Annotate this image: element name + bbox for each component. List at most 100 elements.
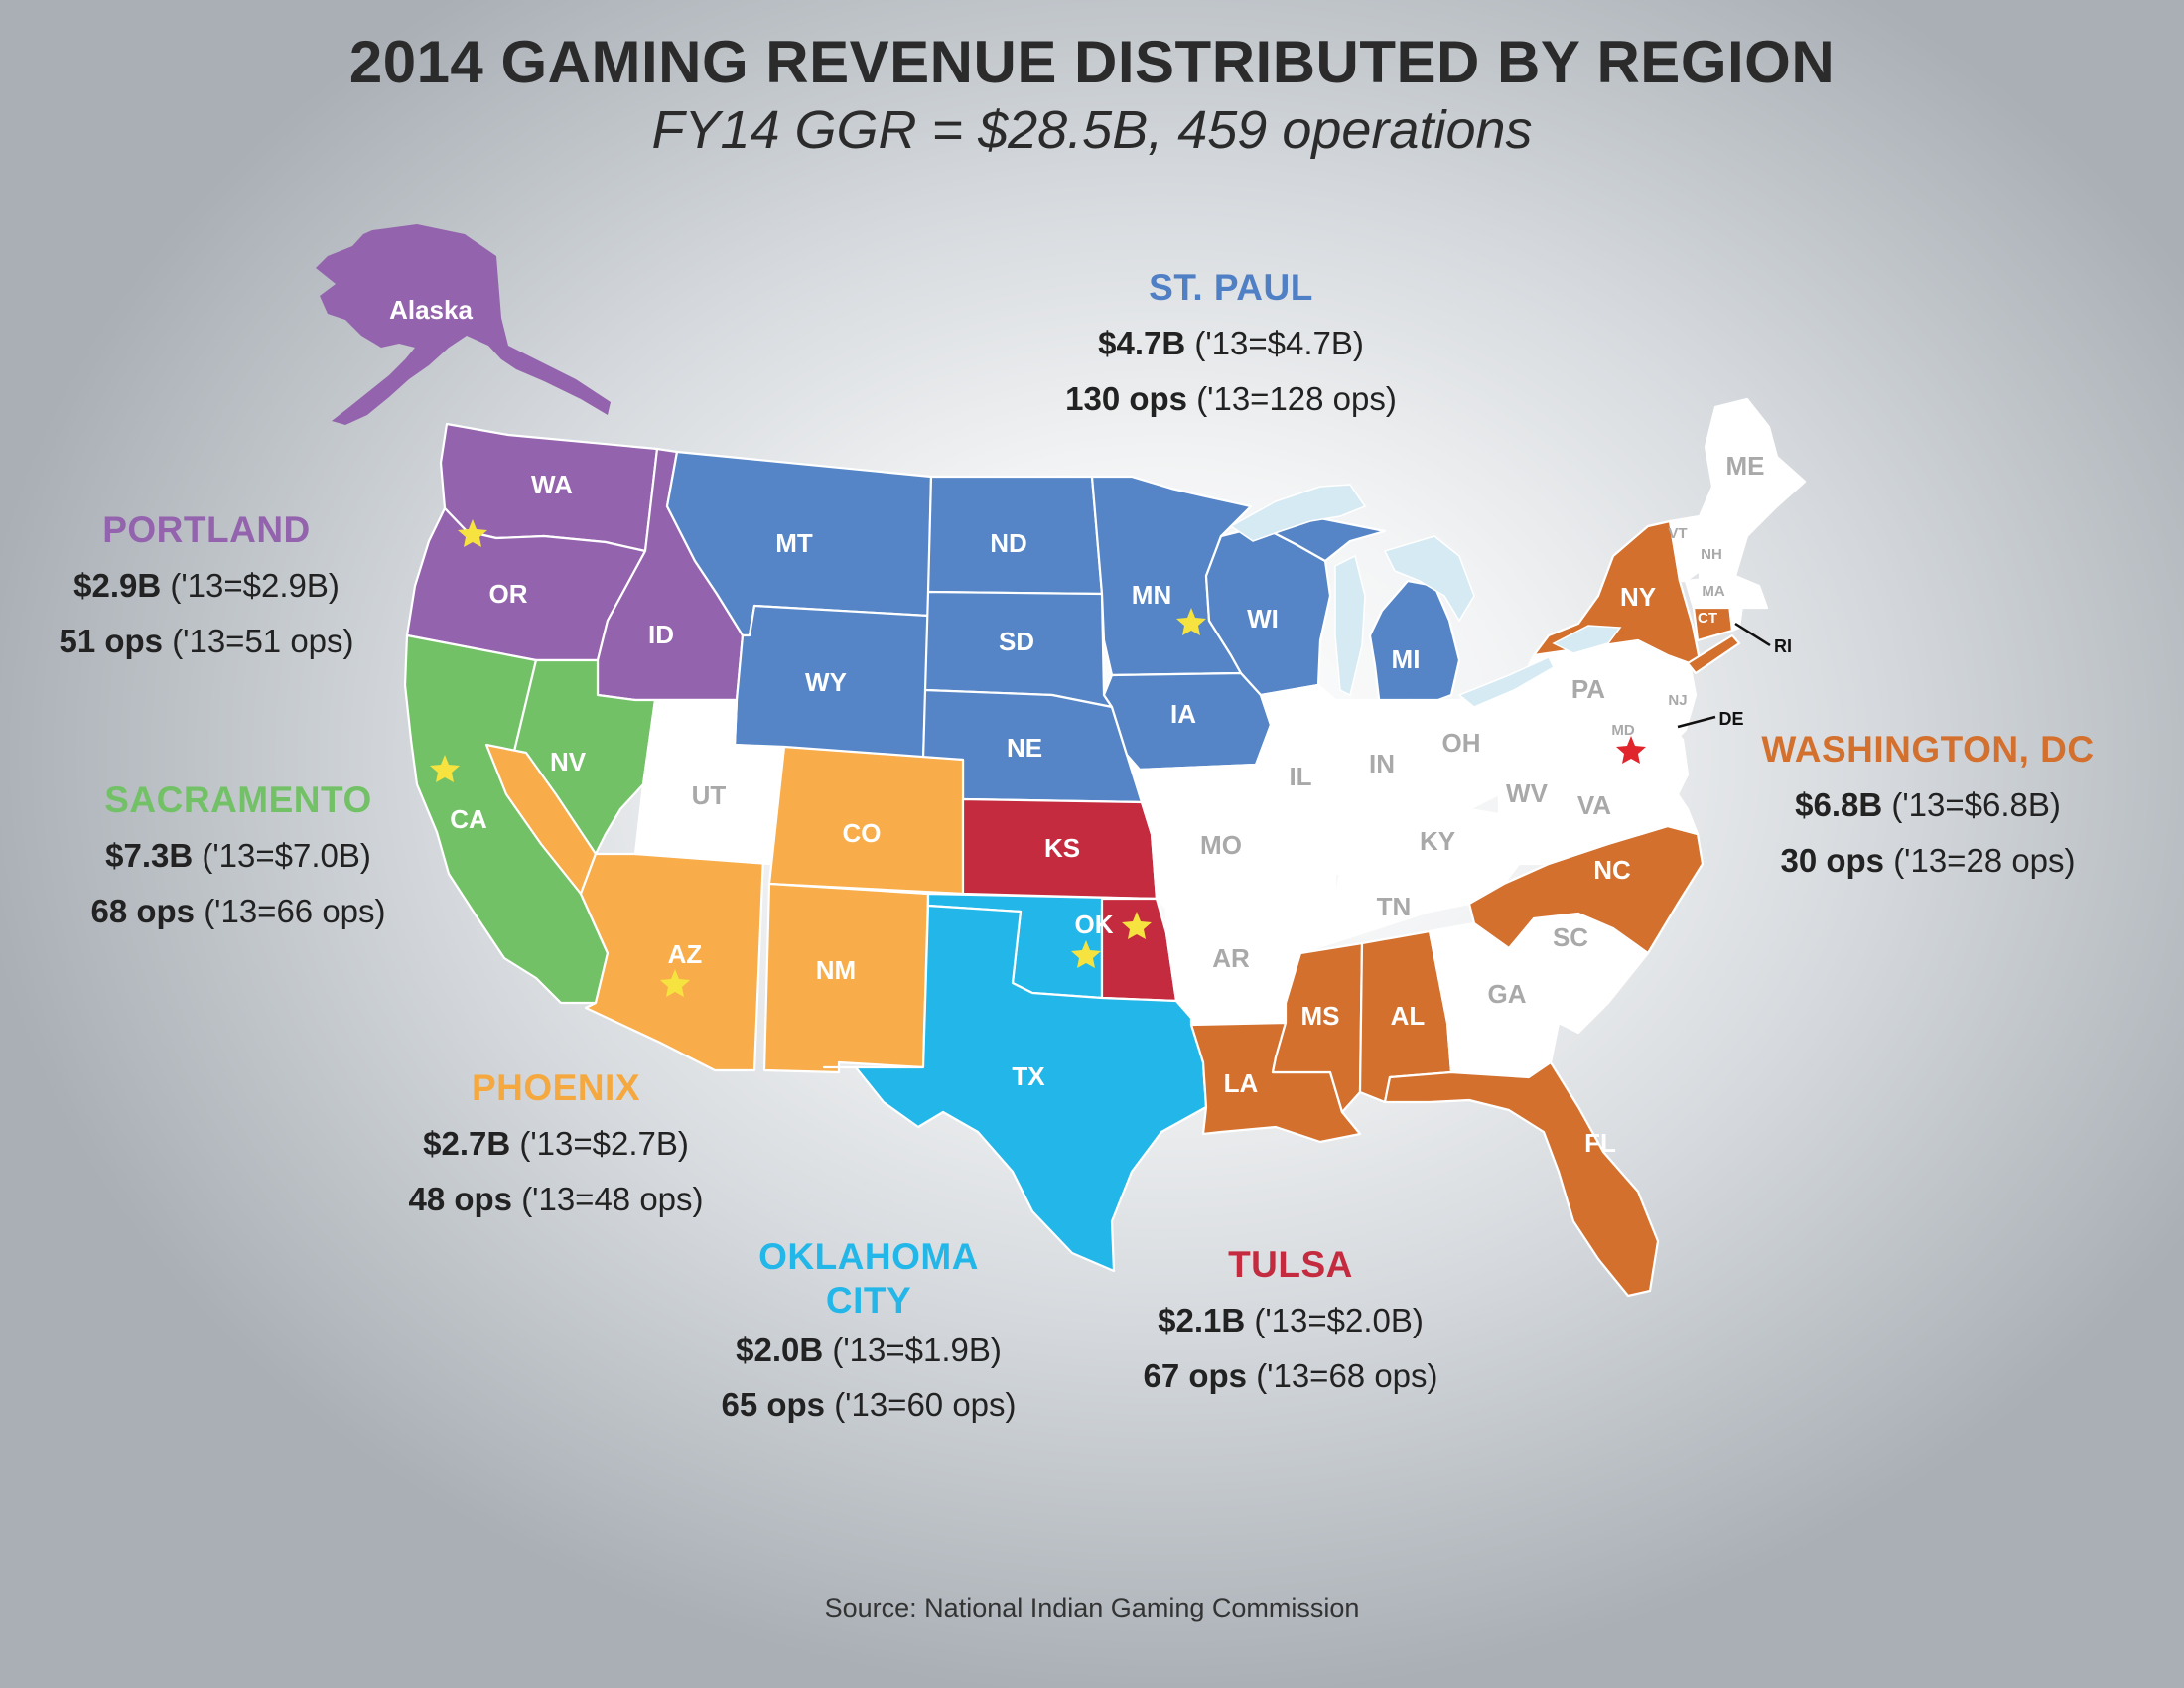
label-al: AL bbox=[1391, 1001, 1426, 1031]
lake-ontario bbox=[1552, 625, 1622, 654]
label-in: IN bbox=[1369, 749, 1395, 778]
region-name: SACRAMENTO bbox=[104, 779, 372, 820]
label-sc: SC bbox=[1553, 922, 1588, 952]
star-st-paul-icon bbox=[1176, 608, 1206, 635]
region-tulsa: TULSA $2.1B ('13=$2.0B) 67 ops ('13=68 o… bbox=[1112, 1237, 1469, 1404]
label-il: IL bbox=[1289, 762, 1311, 791]
label-tn: TN bbox=[1377, 892, 1412, 921]
state-fl bbox=[1383, 1060, 1660, 1298]
label-az: AZ bbox=[668, 939, 703, 969]
star-phoenix-icon bbox=[660, 969, 690, 997]
region-st-paul: ST. PAUL $4.7B ('13=$4.7B) 130 ops ('13=… bbox=[1013, 260, 1449, 427]
label-nh: NH bbox=[1701, 546, 1722, 563]
region-name: PHOENIX bbox=[471, 1067, 641, 1108]
region-sacramento: SACRAMENTO $7.3B ('13=$7.0B) 68 ops ('13… bbox=[60, 773, 417, 939]
region-ops: 30 ops bbox=[1780, 842, 1885, 879]
region-ops: 68 ops bbox=[90, 893, 196, 929]
region-ops-prior: ('13=48 ops) bbox=[521, 1181, 704, 1217]
regional-office-stars bbox=[430, 519, 1206, 997]
label-wi: WI bbox=[1247, 604, 1279, 633]
label-va: VA bbox=[1577, 790, 1611, 820]
region-ops-line: 67 ops ('13=68 ops) bbox=[1112, 1348, 1469, 1404]
region-revenue: $6.8B bbox=[1795, 786, 1883, 823]
region-ops-prior: ('13=68 ops) bbox=[1256, 1357, 1438, 1394]
label-tx: TX bbox=[1012, 1061, 1045, 1091]
region-ops-prior: ('13=60 ops) bbox=[834, 1386, 1017, 1423]
star-sacramento-icon bbox=[430, 755, 460, 782]
label-oh: OH bbox=[1442, 728, 1481, 758]
label-md: MD bbox=[1611, 722, 1634, 739]
state-ri bbox=[1727, 602, 1744, 633]
label-fl: FL bbox=[1584, 1128, 1616, 1158]
star-oklahoma-city-icon bbox=[1071, 940, 1101, 968]
label-alaska: Alaska bbox=[389, 295, 473, 325]
region-revenue-prior: ('13=$4.7B) bbox=[1194, 325, 1364, 361]
label-de: DE bbox=[1718, 709, 1743, 729]
label-nm: NM bbox=[816, 955, 856, 985]
page-title: 2014 GAMING REVENUE DISTRIBUTED BY REGIO… bbox=[348, 29, 1836, 95]
label-ma: MA bbox=[1702, 583, 1724, 600]
star-washington-dc-icon bbox=[1616, 736, 1646, 764]
region-ops: 48 ops bbox=[408, 1181, 513, 1217]
state-tx bbox=[822, 904, 1208, 1273]
label-ok: OK bbox=[1075, 910, 1114, 939]
label-ut: UT bbox=[692, 780, 727, 810]
lake-huron bbox=[1383, 535, 1475, 623]
region-revenue-line: $2.0B ('13=$1.9B) bbox=[695, 1323, 1042, 1377]
label-ms: MS bbox=[1301, 1001, 1340, 1031]
region-name: ST. PAUL bbox=[1149, 267, 1313, 308]
region-ops: 65 ops bbox=[721, 1386, 826, 1423]
label-ny: NY bbox=[1620, 582, 1656, 612]
region-revenue: $2.0B bbox=[736, 1332, 824, 1368]
region-revenue: $7.3B bbox=[105, 837, 194, 874]
region-revenue-line: $2.9B ('13=$2.9B) bbox=[28, 558, 385, 614]
label-wy: WY bbox=[805, 667, 847, 697]
region-revenue-prior: ('13=$2.7B) bbox=[519, 1125, 689, 1162]
region-revenue: $2.1B bbox=[1158, 1302, 1246, 1338]
region-revenue-prior: ('13=$7.0B) bbox=[202, 837, 371, 874]
lake-michigan bbox=[1334, 554, 1366, 697]
label-la: LA bbox=[1224, 1068, 1259, 1098]
region-ops: 67 ops bbox=[1143, 1357, 1248, 1394]
label-id: ID bbox=[648, 620, 674, 649]
state-me bbox=[1704, 397, 1807, 578]
label-sd: SD bbox=[999, 627, 1034, 656]
page-subtitle: FY14 GGR = $28.5B, 459 operations bbox=[651, 100, 1533, 160]
ri-pointer bbox=[1734, 622, 1771, 647]
region-portland: PORTLAND $2.9B ('13=$2.9B) 51 ops ('13=5… bbox=[28, 502, 385, 669]
region-revenue: $4.7B bbox=[1098, 325, 1186, 361]
de-pointer bbox=[1677, 715, 1716, 729]
region-revenue-line: $4.7B ('13=$4.7B) bbox=[1013, 316, 1449, 371]
label-vt: VT bbox=[1668, 525, 1687, 542]
label-wv: WV bbox=[1506, 778, 1549, 808]
region-ops-prior: ('13=128 ops) bbox=[1196, 380, 1397, 417]
label-or: OR bbox=[489, 579, 528, 609]
region-ops-prior: ('13=28 ops) bbox=[1893, 842, 2076, 879]
region-washington-dc: WASHINGTON, DC $6.8B ('13=$6.8B) 30 ops … bbox=[1739, 722, 2116, 889]
lake-erie bbox=[1457, 656, 1555, 708]
region-ops-line: 48 ops ('13=48 ops) bbox=[377, 1172, 735, 1227]
label-mt: MT bbox=[775, 528, 813, 558]
region-revenue-prior: ('13=$1.9B) bbox=[832, 1332, 1002, 1368]
source-note: Source: National Indian Gaming Commissio… bbox=[824, 1593, 1360, 1622]
label-ne: NE bbox=[1007, 733, 1042, 763]
state-nc bbox=[1467, 824, 1705, 955]
region-ops: 51 ops bbox=[59, 623, 164, 659]
region-ops-line: 30 ops ('13=28 ops) bbox=[1739, 833, 2116, 889]
region-revenue: $2.7B bbox=[423, 1125, 511, 1162]
region-phoenix: PHOENIX $2.7B ('13=$2.7B) 48 ops ('13=48… bbox=[377, 1060, 735, 1227]
state-labels: Alaska WA OR ID CA NV AZ UT CO NM MT WY … bbox=[389, 295, 1792, 1158]
region-oklahoma-city: OKLAHOMA CITY $2.0B ('13=$1.9B) 65 ops (… bbox=[695, 1235, 1042, 1432]
region-ops-prior: ('13=66 ops) bbox=[204, 893, 386, 929]
region-name: WASHINGTON, DC bbox=[1761, 729, 2095, 770]
label-mi: MI bbox=[1392, 644, 1421, 674]
label-nd: ND bbox=[990, 528, 1027, 558]
region-name: PORTLAND bbox=[102, 509, 311, 550]
region-name: TULSA bbox=[1228, 1244, 1353, 1285]
region-revenue-prior: ('13=$6.8B) bbox=[1891, 786, 2061, 823]
region-revenue-prior: ('13=$2.9B) bbox=[170, 567, 340, 604]
label-ri: RI bbox=[1774, 636, 1792, 656]
region-ops-line: 65 ops ('13=60 ops) bbox=[695, 1377, 1042, 1432]
